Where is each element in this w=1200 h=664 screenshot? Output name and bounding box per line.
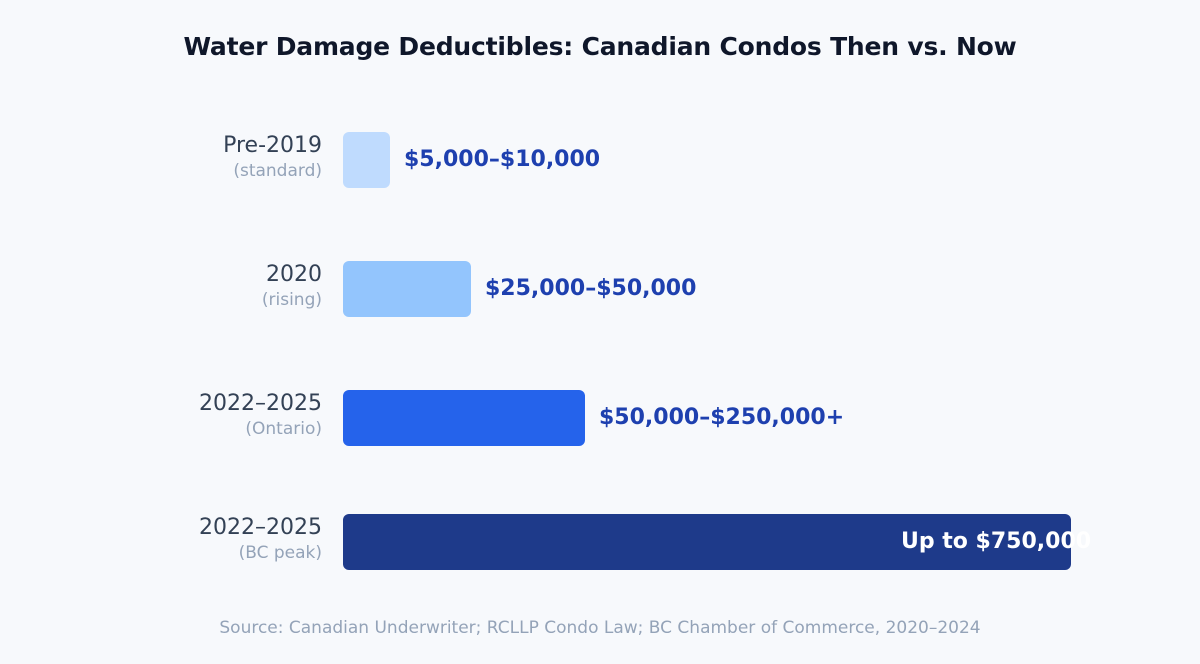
- bar: [343, 132, 390, 188]
- row-label-main: 2020: [266, 262, 322, 287]
- row-label: 2020 (rising): [262, 261, 322, 311]
- row-label-main: Pre-2019: [223, 133, 322, 158]
- row-label-main: 2022–2025: [199, 515, 322, 540]
- row-label-sub: (standard): [233, 161, 322, 181]
- row-label-sub: (rising): [261, 290, 322, 310]
- row-label-sub: (Ontario): [245, 419, 322, 439]
- bar-value-label: $50,000–$250,000+: [599, 405, 845, 430]
- chart-title: Water Damage Deductibles: Canadian Condo…: [183, 32, 1017, 61]
- bar: [343, 390, 585, 446]
- bar-value-label: $25,000–$50,000: [485, 276, 697, 301]
- bar-value-label: Up to $750,000: [901, 529, 1092, 554]
- row-label-sub: (BC peak): [238, 543, 322, 563]
- row-label: Pre-2019 (standard): [223, 132, 322, 182]
- row-label: 2022–2025 (BC peak): [199, 514, 322, 564]
- bar: [343, 514, 1071, 570]
- row-label: 2022–2025 (Ontario): [199, 390, 322, 440]
- row-label-main: 2022–2025: [199, 391, 322, 416]
- bar-value-label: $5,000–$10,000: [404, 147, 601, 172]
- chart-source: Source: Canadian Underwriter; RCLLP Cond…: [219, 618, 981, 638]
- bar: [343, 261, 471, 317]
